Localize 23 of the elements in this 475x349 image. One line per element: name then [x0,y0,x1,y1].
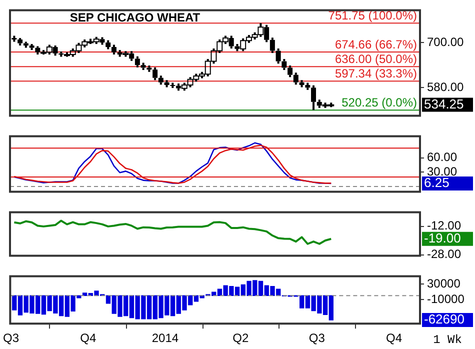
y-tick-label: -10000 [427,292,465,306]
text: 534.25 [424,96,464,112]
y-tick-label: -28.00 [427,247,462,262]
y-tick-label: 700.00 [427,34,464,49]
x-tick-label: Q3 [3,331,20,346]
text: -62690 [424,312,464,327]
x-tick-label: Q2 [232,331,249,346]
x-tick-label: Q3 [308,331,326,346]
chart-title: SEP CHICAGO WHEAT [70,10,201,25]
y-tick-label: 60.00 [427,150,458,164]
y-tick-label: -12.00 [427,218,462,233]
x-tick-label: 2014 [152,331,179,346]
y-tick-label: 30000 [427,276,461,290]
ref-line-label: 597.34 (33.3%) [334,66,417,80]
ref-line-label: 520.25 (0.0%) [342,95,417,110]
text: 1 Wk [433,333,462,348]
ref-line-label: 751.75 (100.0%) [328,8,417,22]
x-tick-label: Q4 [386,331,402,346]
text: -19.00 [424,230,461,246]
ref-line-label: 636.00 (50.0%) [334,52,417,66]
ref-line-label: 674.66 (66.7%) [334,37,417,52]
y-tick-label: 580.00 [427,80,464,94]
x-tick-label: Q4 [80,331,96,346]
